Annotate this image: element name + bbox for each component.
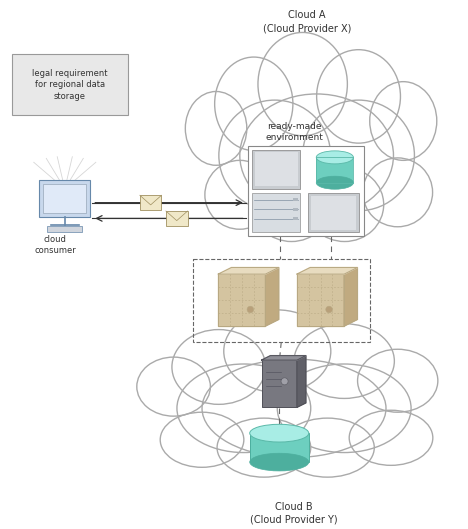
- Circle shape: [281, 378, 288, 385]
- Text: Cloud A
(Cloud Provider X): Cloud A (Cloud Provider X): [263, 10, 351, 33]
- Ellipse shape: [370, 81, 437, 160]
- Ellipse shape: [306, 168, 384, 242]
- Polygon shape: [218, 268, 279, 274]
- Bar: [39, 180, 90, 217]
- Bar: [12, 54, 128, 115]
- Ellipse shape: [250, 453, 309, 471]
- Bar: [252, 193, 300, 232]
- Ellipse shape: [258, 32, 347, 136]
- Text: Cloud B
(Cloud Provider Y): Cloud B (Cloud Provider Y): [250, 501, 338, 525]
- Ellipse shape: [252, 168, 330, 242]
- Polygon shape: [344, 268, 358, 326]
- Ellipse shape: [172, 330, 265, 404]
- Ellipse shape: [316, 151, 353, 164]
- Bar: [248, 145, 364, 236]
- Bar: [255, 152, 298, 186]
- Ellipse shape: [202, 359, 386, 458]
- Ellipse shape: [215, 57, 293, 151]
- Bar: [47, 226, 82, 232]
- Bar: [43, 184, 87, 214]
- Bar: [262, 360, 297, 407]
- Text: cloud
consumer: cloud consumer: [34, 235, 76, 255]
- Bar: [166, 211, 188, 226]
- Text: ready-made
environment: ready-made environment: [265, 122, 323, 142]
- Bar: [308, 193, 359, 232]
- Ellipse shape: [177, 364, 311, 452]
- Ellipse shape: [250, 424, 309, 442]
- Polygon shape: [262, 355, 306, 360]
- Bar: [292, 217, 298, 221]
- Bar: [140, 195, 161, 210]
- Ellipse shape: [303, 100, 415, 211]
- Ellipse shape: [160, 412, 244, 467]
- Ellipse shape: [363, 158, 432, 227]
- Ellipse shape: [240, 94, 394, 217]
- Bar: [193, 259, 370, 342]
- Polygon shape: [297, 355, 306, 407]
- Bar: [252, 150, 300, 189]
- Ellipse shape: [294, 324, 395, 398]
- Bar: [292, 198, 298, 202]
- Polygon shape: [297, 274, 344, 326]
- Polygon shape: [297, 268, 358, 274]
- Ellipse shape: [317, 50, 401, 143]
- Bar: [250, 433, 309, 462]
- Ellipse shape: [349, 411, 433, 466]
- Bar: [316, 157, 353, 183]
- Ellipse shape: [219, 100, 330, 211]
- Ellipse shape: [277, 364, 411, 452]
- Ellipse shape: [358, 349, 438, 412]
- Bar: [292, 208, 298, 211]
- Ellipse shape: [205, 160, 275, 229]
- Bar: [311, 196, 356, 230]
- Bar: [250, 433, 309, 462]
- Polygon shape: [265, 268, 279, 326]
- Polygon shape: [218, 274, 265, 326]
- Circle shape: [326, 306, 332, 313]
- Bar: [316, 157, 353, 183]
- Ellipse shape: [185, 92, 247, 165]
- Ellipse shape: [316, 176, 353, 189]
- Ellipse shape: [281, 418, 374, 477]
- Ellipse shape: [224, 310, 331, 393]
- Ellipse shape: [217, 418, 311, 477]
- Ellipse shape: [137, 357, 211, 416]
- Circle shape: [247, 306, 254, 313]
- Text: legal requirement
for regional data
storage: legal requirement for regional data stor…: [32, 69, 108, 101]
